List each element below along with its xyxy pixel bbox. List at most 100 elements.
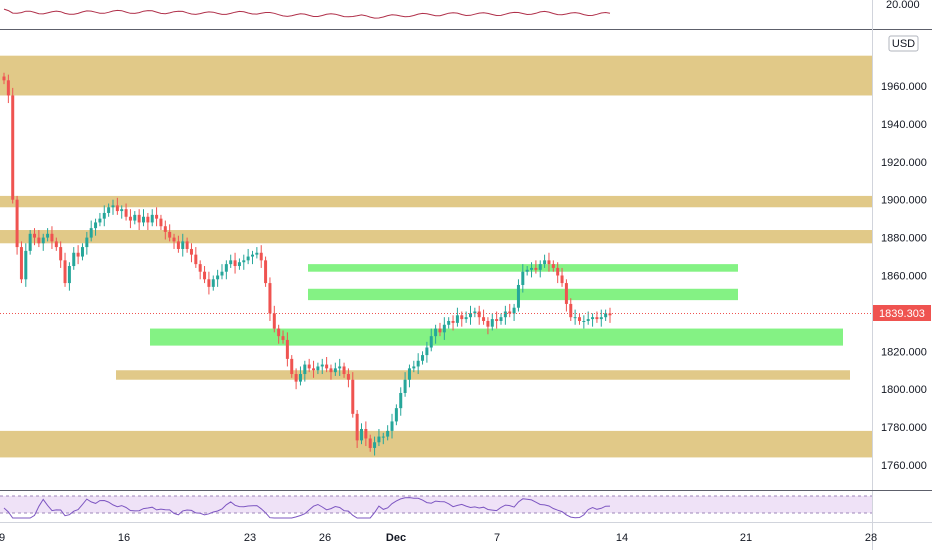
candle-down: [146, 216, 150, 223]
oscillator-band: [0, 496, 872, 513]
candle-up: [298, 374, 302, 382]
top-indicator-pane: 20.000: [0, 0, 920, 28]
candle-up: [421, 355, 425, 361]
candle-up: [447, 320, 451, 325]
candle-down: [15, 199, 19, 248]
candle-down: [312, 368, 316, 371]
candle-down: [460, 315, 464, 320]
candle-up: [237, 262, 241, 267]
candle-down: [325, 364, 329, 369]
time-tick-label: 23: [244, 532, 256, 544]
price-tick-label: 1900.000: [881, 195, 927, 207]
candle-up: [89, 228, 93, 238]
last-price-badge: [873, 305, 931, 321]
candle-down: [451, 320, 455, 323]
candle-up: [98, 218, 102, 223]
candle-down: [290, 358, 294, 375]
zone-highlight: [150, 328, 843, 346]
candle-down: [346, 374, 350, 380]
candle-up: [599, 317, 603, 320]
candle-up: [320, 364, 324, 367]
candle-up: [473, 311, 477, 314]
candle-up: [429, 336, 433, 348]
price-zones: [0, 55, 872, 458]
price-tick-label: 1780.000: [881, 422, 927, 434]
candle-up: [24, 250, 28, 280]
candle-down: [486, 320, 490, 327]
candle-up: [373, 442, 377, 448]
candle-down: [198, 264, 202, 272]
candle-up: [72, 252, 76, 267]
time-tick-label: 9: [0, 532, 5, 544]
candle-down: [11, 95, 15, 200]
candle-up: [591, 317, 595, 320]
candle-up: [525, 269, 529, 272]
candle-down: [189, 248, 193, 255]
candle-down: [128, 216, 132, 221]
top-indicator-line: [3, 8, 611, 19]
candle-down: [155, 214, 159, 219]
candle-down: [569, 303, 573, 318]
candle-down: [534, 267, 538, 270]
candle-up: [442, 324, 446, 333]
candle-down: [355, 413, 359, 441]
candle-up: [211, 279, 215, 287]
candle-down: [329, 368, 333, 373]
price-tick-label: 1940.000: [881, 119, 927, 131]
time-tick-label: 28: [865, 532, 877, 544]
candle-down: [351, 379, 355, 414]
candle-up: [80, 247, 84, 257]
candle-up: [229, 260, 233, 265]
candle-up: [333, 368, 337, 373]
candle-up: [490, 319, 494, 327]
zone-resistance: [0, 230, 872, 244]
candle-down: [560, 275, 564, 284]
candle-up: [85, 237, 89, 248]
candle-down: [608, 313, 612, 316]
candle-down: [272, 313, 276, 329]
zone-highlight: [308, 288, 738, 301]
price-tick-label: 1880.000: [881, 233, 927, 245]
candle-up: [255, 252, 259, 255]
candle-up: [416, 360, 420, 367]
candle-down: [307, 364, 311, 369]
candle-up: [381, 436, 385, 438]
candle-down: [342, 366, 346, 375]
price-axis[interactable]: 1760.0001780.0001800.0001820.0001840.000…: [881, 81, 927, 472]
currency-badge[interactable]: [888, 35, 919, 52]
candle-down: [207, 279, 211, 287]
candle-down: [6, 80, 10, 96]
candle-down: [277, 328, 281, 337]
oscillator-line: [3, 497, 611, 519]
candle-down: [268, 283, 272, 314]
zone-support: [0, 430, 872, 458]
candle-down: [564, 283, 568, 304]
candle-up: [403, 379, 407, 393]
zone-resistance: [0, 195, 872, 208]
candle-up: [543, 260, 547, 265]
candle-up: [181, 241, 185, 249]
price-tick-label: 1920.000: [881, 157, 927, 169]
candle-down: [259, 252, 263, 261]
time-axis[interactable]: 9 16 23 26 Dec 7 14 21 28: [0, 532, 877, 544]
candle-down: [368, 438, 372, 448]
candle-up: [251, 254, 255, 257]
price-tick-label: 1800.000: [881, 384, 927, 396]
candle-down: [495, 319, 499, 321]
candle-down: [185, 241, 189, 249]
time-tick-label: 14: [616, 532, 628, 544]
candle-up: [246, 256, 250, 261]
candle-down: [159, 218, 163, 227]
candle-down: [595, 317, 599, 320]
price-tick-label: 1820.000: [881, 346, 927, 358]
time-tick-label: 26: [319, 532, 331, 544]
candle-up: [468, 313, 472, 318]
currency-label: USD: [892, 38, 915, 50]
candle-down: [477, 311, 481, 318]
candle-up: [573, 317, 577, 319]
candle-up: [512, 307, 516, 314]
candle-down: [137, 214, 141, 223]
top-pane-tick-label: 20.000: [886, 0, 920, 11]
candle-down: [294, 374, 298, 382]
candle-up: [464, 317, 468, 320]
